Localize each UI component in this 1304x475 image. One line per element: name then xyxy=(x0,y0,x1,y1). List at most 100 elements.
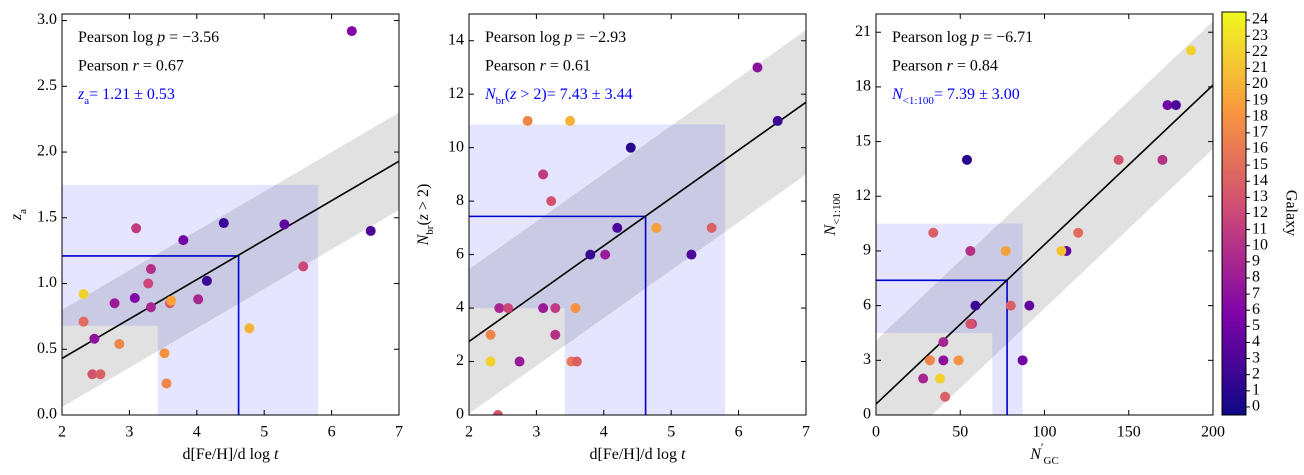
colorbar-cell xyxy=(1222,205,1246,210)
colorbar-cell xyxy=(1222,386,1246,392)
label-part: p xyxy=(156,29,165,46)
colorbar-cell xyxy=(1222,24,1246,29)
colorbar-cell xyxy=(1222,201,1246,206)
colorbar-cell xyxy=(1222,173,1246,178)
colorbar-cell xyxy=(1222,189,1246,194)
colorbar-cell xyxy=(1222,60,1246,65)
colorbar-tick-label: 10 xyxy=(1252,236,1268,253)
label-part: a xyxy=(17,209,29,214)
colorbar-cell xyxy=(1222,76,1246,82)
median-range xyxy=(62,184,319,415)
colorbar-tick-label: 8 xyxy=(1252,269,1260,286)
point xyxy=(965,245,976,256)
plot xyxy=(62,26,399,415)
y-tick-label: 15 xyxy=(855,132,871,149)
point xyxy=(585,249,596,260)
point xyxy=(298,261,309,272)
colorbar-tick-label: 12 xyxy=(1252,204,1268,221)
colorbar-cell xyxy=(1222,273,1246,279)
point xyxy=(1113,154,1124,165)
colorbar-label: Galaxy xyxy=(1282,190,1299,236)
label-part: Pearson xyxy=(485,57,540,74)
point xyxy=(938,355,949,366)
point xyxy=(965,318,976,329)
point xyxy=(928,227,939,238)
annotation: Pearson r = 0.61 xyxy=(485,57,591,74)
point xyxy=(706,222,717,233)
colorbar-tick-label: 17 xyxy=(1252,124,1268,141)
label-part: Pearson xyxy=(892,57,947,74)
label-part: = 1.21 ± 0.53 xyxy=(89,86,175,103)
point xyxy=(244,323,255,334)
point xyxy=(87,369,98,380)
y-tick-label: 0 xyxy=(456,406,464,423)
fit-band xyxy=(876,21,1213,415)
colorbar-cell xyxy=(1222,16,1246,21)
x-tick-label: 100 xyxy=(1033,424,1057,441)
colorbar-cell xyxy=(1222,338,1246,343)
colorbar-cell xyxy=(1222,52,1246,57)
colorbar-cell xyxy=(1222,342,1246,347)
y-axis-label: N<1:100 xyxy=(822,193,843,236)
x-tick-label: 4 xyxy=(600,424,608,441)
colorbar-tick-label: 1 xyxy=(1252,381,1260,398)
colorbar-cell xyxy=(1222,286,1246,291)
colorbar-cell xyxy=(1222,398,1246,404)
colorbar-tick-label: 3 xyxy=(1252,349,1260,366)
label-part: N xyxy=(484,86,497,103)
point xyxy=(145,302,156,313)
median-range xyxy=(469,124,726,415)
point xyxy=(143,278,154,289)
colorbar-cell xyxy=(1222,197,1246,202)
colorbar-cell xyxy=(1222,96,1246,102)
point xyxy=(145,264,156,275)
colorbar-cell xyxy=(1222,354,1246,360)
point xyxy=(1162,100,1173,111)
label-part: > 2) xyxy=(415,184,432,214)
annotation: Nbr(z > 2)= 7.43 ± 3.44 xyxy=(484,86,633,107)
point xyxy=(494,303,505,314)
y-tick-label: 10 xyxy=(448,138,464,155)
colorbar-cell xyxy=(1222,402,1246,408)
label-part: r xyxy=(947,57,954,74)
point xyxy=(365,225,376,236)
colorbar-tick-label: 6 xyxy=(1252,301,1260,318)
label-part: br xyxy=(424,225,436,235)
y-tick-label: 18 xyxy=(855,78,871,95)
point xyxy=(938,337,949,348)
label-part: a xyxy=(84,95,89,107)
colorbar-tick-label: 5 xyxy=(1252,317,1260,334)
x-tick-label: 5 xyxy=(260,424,268,441)
label-part: p xyxy=(970,29,979,46)
point xyxy=(538,303,549,314)
colorbar-cell xyxy=(1222,253,1246,259)
colorbar-cell xyxy=(1222,149,1246,154)
point xyxy=(492,410,503,415)
x-tick-label: 6 xyxy=(328,424,336,441)
colorbar-cell xyxy=(1222,161,1246,166)
label-part: N xyxy=(822,223,839,236)
colorbar-cell xyxy=(1222,326,1246,331)
y-tick-label: 8 xyxy=(456,192,464,209)
label-part: r xyxy=(133,57,140,74)
colorbar-cell xyxy=(1222,334,1246,339)
label-part: z xyxy=(415,213,432,221)
label-part: r xyxy=(540,57,547,74)
y-axis-label: Nbr(z > 2) xyxy=(415,184,436,247)
colorbar-cell xyxy=(1222,322,1246,327)
colorbar-tick-label: 0 xyxy=(1252,398,1260,415)
colorbar-cell xyxy=(1222,108,1246,114)
colorbar-tick-label: 20 xyxy=(1252,75,1268,92)
colorbar-cell xyxy=(1222,257,1246,263)
point xyxy=(940,391,951,402)
x-tick-label: 0 xyxy=(872,424,880,441)
colorbar-cell xyxy=(1222,72,1246,77)
x-tick-label: 50 xyxy=(952,424,968,441)
colorbar-cell xyxy=(1222,410,1246,416)
point xyxy=(1073,227,1084,238)
point xyxy=(1170,100,1181,111)
label-part: N xyxy=(1029,446,1042,463)
point xyxy=(218,218,229,229)
colorbar-cell xyxy=(1222,140,1246,146)
